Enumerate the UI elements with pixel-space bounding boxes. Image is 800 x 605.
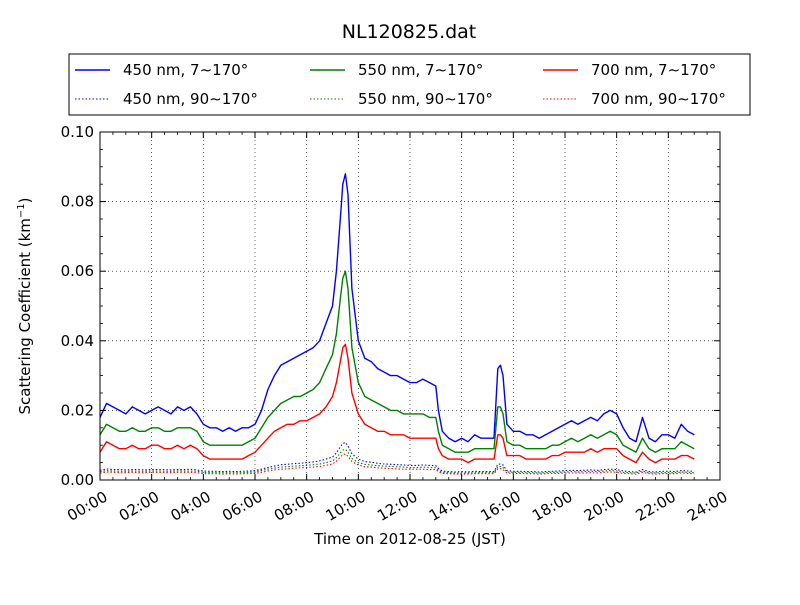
x-tick-label: 00:00 [64,488,110,525]
legend-label-4: 550 nm, 90∼170° [358,90,493,108]
x-tick-label: 24:00 [684,488,730,525]
x-tick-label: 04:00 [167,488,213,525]
grid-lines [100,132,720,480]
y-tick-label: 0.10 [61,123,94,141]
series-line-0 [99,173,695,443]
y-axis-label: Scattering Coefficient (km−1) [16,197,34,414]
x-tick-label: 08:00 [271,488,317,525]
chart-title: NL120825.dat [342,21,477,43]
x-tick-label: 06:00 [219,488,265,525]
y-axis-label-prefix: Scattering Coefficient (km [16,218,34,414]
y-tick-label: 0.08 [61,193,94,211]
series-line-1 [99,270,695,453]
legend-label-1: 550 nm, 7∼170° [358,61,483,79]
series-lines [99,173,695,475]
y-axis-label-exponent: −1 [16,203,27,218]
legend-label-5: 700 nm, 90∼170° [591,90,726,108]
series-line-2 [99,343,695,464]
legend-label-0: 450 nm, 7∼170° [123,61,248,79]
legend-box [68,53,751,116]
y-tick-label: 0.02 [61,401,94,419]
series-line-5 [99,453,695,475]
x-tick-label: 12:00 [374,488,420,525]
legend-label-3: 450 nm, 90∼170° [123,90,258,108]
series-line-4 [99,448,695,474]
x-tick-label: 20:00 [581,488,627,525]
y-tick-label: 0.06 [61,262,94,280]
axis-ticks: 00:00 02:00 04:00 06:00 08:00 10:00 12:00 14:00… [61,123,731,525]
x-tick-label: 18:00 [529,488,575,525]
legend: 450 nm, 7∼170° 550 nm, 7∼170° 700 nm, 7∼17… [68,53,751,116]
y-tick-label: 0.04 [61,332,94,350]
legend-label-2: 700 nm, 7∼170° [591,61,716,79]
y-tick-label: 0.00 [61,471,94,489]
x-tick-label: 16:00 [477,488,523,525]
x-tick-label: 22:00 [632,488,678,525]
x-tick-label: 14:00 [426,488,472,525]
series-line-3 [99,441,695,473]
x-tick-label: 02:00 [116,488,162,525]
y-axis-label-suffix: ) [16,197,34,203]
x-tick-label: 10:00 [322,488,368,525]
x-axis-label: Time on 2012-08-25 (JST) [313,530,506,548]
